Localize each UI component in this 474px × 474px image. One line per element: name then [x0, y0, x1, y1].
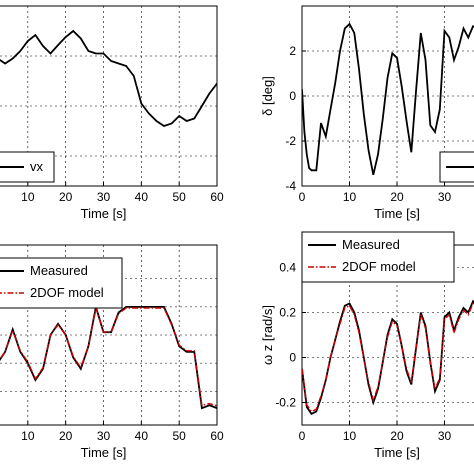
x-tick-label: 10	[21, 190, 35, 204]
x-tick-label: 0	[299, 190, 306, 204]
y-tick-label: 0	[289, 89, 296, 103]
chart-panel-tr: 0 10 20 30 -4 -2 0 2 Time [s] δ [deg]	[260, 5, 474, 221]
legend: Measured 2DOF model	[0, 257, 123, 309]
x-tick-label: 60	[210, 190, 224, 204]
x-tick-label: 20	[390, 429, 404, 443]
x-axis-label: Time [s]	[81, 445, 127, 460]
x-tick-label: 10	[21, 429, 35, 443]
x-axis-label: Time [s]	[374, 445, 420, 460]
series-line-primary	[0, 29, 217, 127]
y-tick-label: -0.2	[275, 396, 296, 410]
x-tick-label: 30	[97, 190, 111, 204]
x-axis-label: Time [s]	[81, 206, 127, 221]
x-tick-label: 30	[438, 429, 452, 443]
legend	[439, 151, 474, 183]
x-tick-label: 20	[59, 429, 73, 443]
x-tick-label: 30	[97, 429, 111, 443]
x-tick-label: 0	[299, 429, 306, 443]
x-tick-label: 20	[390, 190, 404, 204]
y-axis-label: δ [deg]	[260, 76, 275, 116]
x-tick-label: 60	[210, 429, 224, 443]
chart-panel-tl: 0102030405060Time [s]vx	[0, 5, 224, 221]
y-axis-label: ω z [rad/s]	[260, 305, 275, 365]
chart-panel-br: 0 10 20 30 -0.2 0 0.2 0.4 Time [s] ω z [rad/s] Mea…	[260, 231, 474, 460]
x-tick-label: 10	[343, 190, 357, 204]
series-line-model	[302, 302, 474, 413]
x-tick-label: 10	[343, 429, 357, 443]
y-tick-label: 0	[289, 351, 296, 365]
y-tick-label: -4	[285, 179, 296, 193]
y-tick-label: 0.4	[279, 261, 296, 275]
legend-label: 2DOF model	[30, 285, 104, 300]
x-axis-label: Time [s]	[374, 206, 420, 221]
legend-label: 2DOF model	[342, 259, 416, 274]
series-line-primary	[302, 22, 474, 176]
legend: vx	[0, 151, 55, 183]
legend-label: Measured	[30, 263, 88, 278]
x-tick-label: 20	[59, 190, 73, 204]
x-tick-label: 50	[172, 429, 186, 443]
legend-label: Measured	[342, 237, 400, 252]
y-tick-label: 2	[289, 44, 296, 58]
legend-box	[301, 231, 455, 283]
legend-label: vx	[30, 159, 44, 174]
series-line-model	[0, 307, 217, 407]
x-tick-label: 30	[438, 190, 452, 204]
legend: Measured 2DOF model	[301, 231, 455, 283]
y-tick-label: 0.2	[279, 306, 296, 320]
y-tick-label: -2	[285, 134, 296, 148]
x-tick-label: 40	[135, 429, 149, 443]
x-tick-label: 50	[172, 190, 186, 204]
legend-box	[0, 257, 123, 309]
x-tick-label: 40	[135, 190, 149, 204]
